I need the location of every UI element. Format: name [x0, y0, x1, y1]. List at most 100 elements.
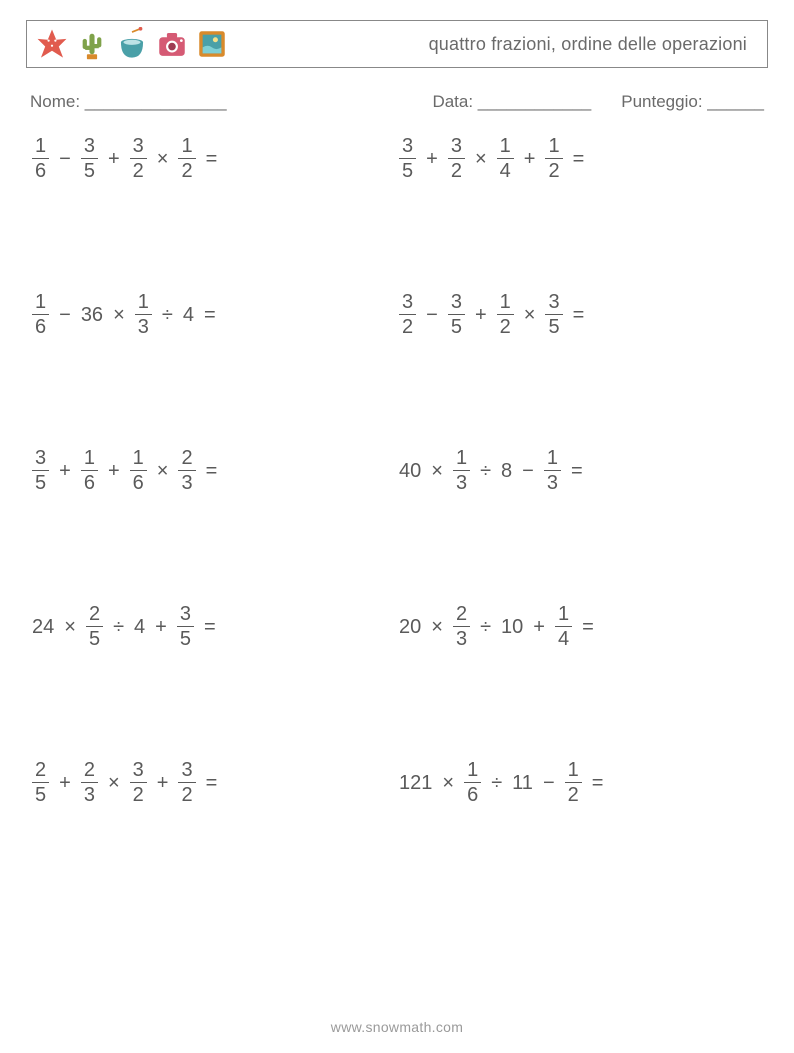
- equation: 40×13÷8−13=: [397, 448, 587, 493]
- fraction: 12: [543, 136, 564, 181]
- equation: 121×16÷11−12=: [397, 760, 607, 805]
- denominator: 6: [130, 470, 147, 493]
- operator: +: [104, 149, 124, 169]
- numerator: 2: [81, 760, 98, 782]
- operator: ÷: [476, 617, 495, 637]
- denominator: 2: [448, 158, 465, 181]
- numerator: 1: [130, 448, 147, 470]
- operator: ×: [471, 149, 491, 169]
- denominator: 6: [464, 782, 481, 805]
- operator: −: [518, 461, 538, 481]
- denominator: 3: [81, 782, 98, 805]
- equation: 35+32×14+12=: [397, 136, 588, 181]
- numerator: 3: [130, 760, 147, 782]
- operator: ÷: [476, 461, 495, 481]
- whole-number: 4: [132, 617, 147, 637]
- equation: 16−36×13÷4=: [30, 292, 220, 337]
- operator: =: [578, 617, 598, 637]
- operator: ×: [109, 305, 129, 325]
- problem-cell: 40×13÷8−13=: [397, 440, 764, 596]
- fraction: 13: [542, 448, 563, 493]
- operator: ×: [427, 617, 447, 637]
- whole-number: 11: [510, 773, 535, 793]
- denominator: 2: [178, 158, 195, 181]
- fraction: 32: [128, 136, 149, 181]
- operator: +: [422, 149, 442, 169]
- photo-frame-icon: [193, 25, 231, 63]
- whole-number: 36: [79, 305, 105, 325]
- footer-url: www.snowmath.com: [0, 1019, 794, 1035]
- operator: ×: [60, 617, 80, 637]
- whole-number: 10: [499, 617, 525, 637]
- operator: −: [422, 305, 442, 325]
- fraction: 35: [543, 292, 564, 337]
- whole-number: 4: [181, 305, 196, 325]
- fraction: 13: [133, 292, 154, 337]
- fraction: 16: [462, 760, 483, 805]
- denominator: 4: [497, 158, 514, 181]
- numerator: 3: [448, 136, 465, 158]
- operator: =: [202, 773, 222, 793]
- numerator: 3: [545, 292, 562, 314]
- problem-cell: 32−35+12×35=: [397, 284, 764, 440]
- fraction: 12: [563, 760, 584, 805]
- drink-icon: [113, 25, 151, 63]
- denominator: 3: [178, 470, 195, 493]
- denominator: 2: [497, 314, 514, 337]
- fraction: 12: [495, 292, 516, 337]
- numerator: 3: [448, 292, 465, 314]
- numerator: 1: [497, 136, 514, 158]
- camera-icon: [153, 25, 191, 63]
- numerator: 3: [130, 136, 147, 158]
- fraction: 16: [128, 448, 149, 493]
- operator: −: [55, 149, 75, 169]
- operator: =: [588, 773, 608, 793]
- problem-cell: 25+23×32+32=: [30, 752, 397, 908]
- numerator: 3: [178, 760, 195, 782]
- denominator: 3: [453, 626, 470, 649]
- operator: +: [104, 461, 124, 481]
- numerator: 1: [453, 448, 470, 470]
- numerator: 3: [177, 604, 194, 626]
- fraction: 16: [30, 136, 51, 181]
- numerator: 1: [555, 604, 572, 626]
- numerator: 1: [497, 292, 514, 314]
- starfish-icon: [33, 25, 71, 63]
- operator: =: [200, 305, 220, 325]
- fraction: 35: [79, 136, 100, 181]
- numerator: 1: [178, 136, 195, 158]
- problem-cell: 20×23÷10+14=: [397, 596, 764, 752]
- operator: +: [153, 773, 173, 793]
- denominator: 2: [130, 782, 147, 805]
- header-icons: [33, 25, 231, 63]
- name-field: Nome: _______________: [30, 92, 227, 112]
- score-field: Punteggio: ______: [621, 92, 764, 112]
- denominator: 4: [555, 626, 572, 649]
- numerator: 1: [544, 448, 561, 470]
- header-box: quattro frazioni, ordine delle operazion…: [26, 20, 768, 68]
- operator: +: [520, 149, 540, 169]
- fraction: 35: [175, 604, 196, 649]
- operator: =: [569, 149, 589, 169]
- fraction: 16: [30, 292, 51, 337]
- fraction: 12: [176, 136, 197, 181]
- numerator: 1: [545, 136, 562, 158]
- fraction: 32: [446, 136, 467, 181]
- whole-number: 40: [397, 461, 423, 481]
- fraction: 35: [397, 136, 418, 181]
- denominator: 2: [130, 158, 147, 181]
- problem-cell: 35+16+16×23=: [30, 440, 397, 596]
- operator: +: [151, 617, 171, 637]
- operator: =: [567, 461, 587, 481]
- fraction: 32: [397, 292, 418, 337]
- whole-number: 8: [499, 461, 514, 481]
- fraction: 14: [495, 136, 516, 181]
- fraction: 23: [451, 604, 472, 649]
- numerator: 1: [32, 292, 49, 314]
- worksheet-title: quattro frazioni, ordine delle operazion…: [429, 34, 757, 55]
- denominator: 3: [544, 470, 561, 493]
- operator: ×: [153, 461, 173, 481]
- operator: ×: [153, 149, 173, 169]
- equation: 35+16+16×23=: [30, 448, 221, 493]
- fraction: 35: [30, 448, 51, 493]
